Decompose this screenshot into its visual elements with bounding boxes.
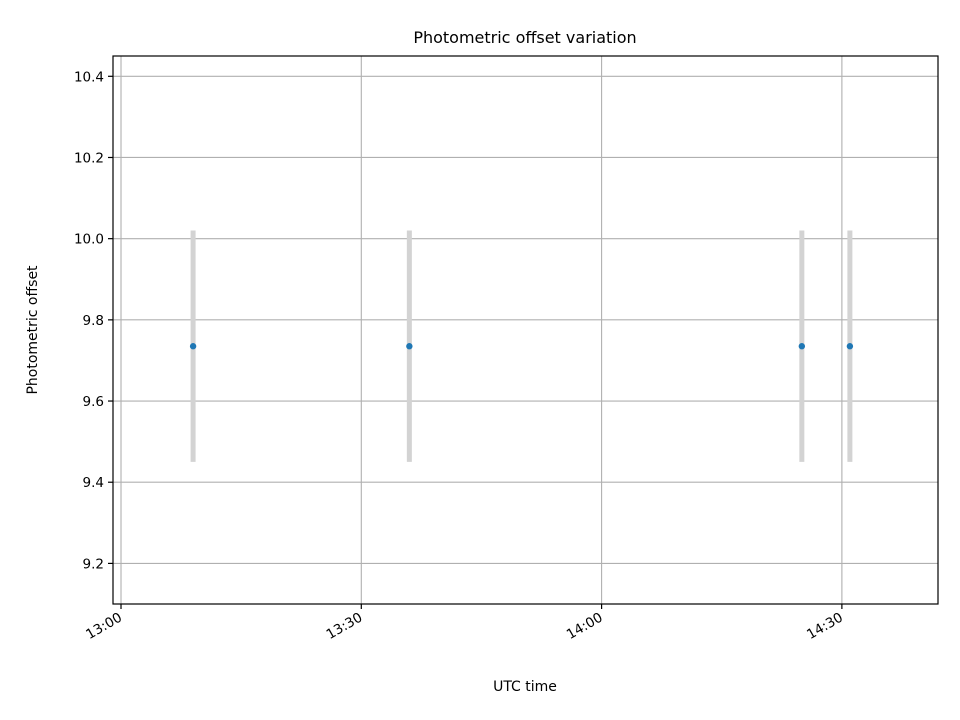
data-point	[189, 343, 197, 350]
chart-title: Photometric offset variation	[413, 28, 636, 47]
data-point	[406, 343, 413, 350]
y-tick-label: 9.8	[83, 313, 104, 329]
y-tick-label: 9.2	[83, 556, 104, 572]
y-tick-label: 10.0	[74, 232, 104, 248]
data-points	[189, 343, 854, 350]
data-point	[846, 343, 854, 350]
x-axis-label: UTC time	[493, 679, 557, 695]
y-tick-label: 9.4	[83, 475, 104, 491]
y-axis-label: Photometric offset	[25, 265, 41, 395]
y-axis-ticks: 9.2 9.4 9.6 9.8 10.0 10.2 10.4	[74, 69, 113, 572]
y-tick-label: 9.6	[83, 394, 104, 410]
data-point	[798, 343, 806, 350]
y-tick-label: 10.4	[74, 69, 104, 85]
plot-frame	[112, 55, 939, 605]
y-tick-label: 10.2	[74, 150, 104, 166]
grid	[113, 56, 938, 604]
